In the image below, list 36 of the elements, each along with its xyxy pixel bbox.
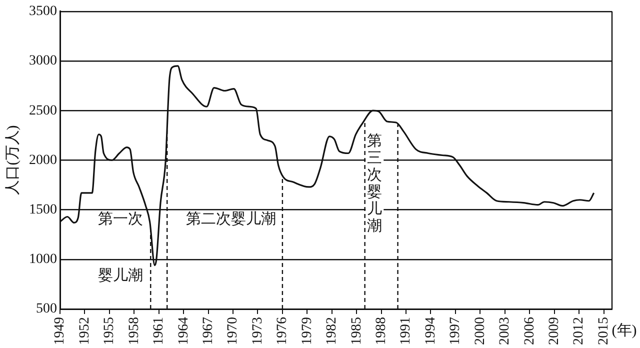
x-tick-label: 1997 [448,317,464,345]
x-tick-label: 1970 [226,317,241,345]
x-axis-title: (年) [612,322,637,339]
x-tick-label: 1967 [200,317,216,345]
y-tick-label: 3000 [29,54,57,69]
x-tick-label: 1994 [423,317,438,345]
x-tick-label: 2009 [547,317,562,345]
x-tick-label: 1988 [374,317,389,345]
x-tick-label: 1958 [126,317,142,345]
x-tick-label: 2003 [498,317,513,345]
annotation: 婴儿潮 [98,267,144,284]
x-tick-label: 1973 [250,317,266,345]
x-tick-label: 1955 [102,317,118,345]
annotation: 第三次婴儿潮 [367,132,382,234]
y-tick-label: 1500 [29,202,57,218]
y-tick-label: 3500 [29,4,57,20]
y-tick-label: 2500 [29,103,57,118]
y-axis-title: 人口(万人) [4,125,21,196]
x-tick-label: 2015 [596,317,612,345]
x-tick-label: 1991 [398,317,414,345]
x-tick-label: 1985 [349,317,364,345]
x-tick-label: 1976 [275,317,290,345]
x-tick-label: 1982 [324,317,340,345]
annotation: 第二次婴儿潮 [186,210,276,228]
x-tick-label: 2000 [472,317,488,345]
y-tick-label: 2000 [29,152,57,168]
x-tick-label: 1952 [77,317,92,345]
x-tick-label: 1964 [176,317,192,345]
annotation: 第一次 [98,210,144,228]
y-tick-label: 500 [36,302,57,317]
x-tick-label: 1979 [300,317,315,345]
x-tick-label: 1949 [52,317,68,345]
x-tick-label: 2006 [522,317,538,345]
x-tick-label: 1961 [152,317,167,345]
x-tick-label: 2012 [572,317,587,345]
y-tick-label: 1000 [29,252,57,268]
